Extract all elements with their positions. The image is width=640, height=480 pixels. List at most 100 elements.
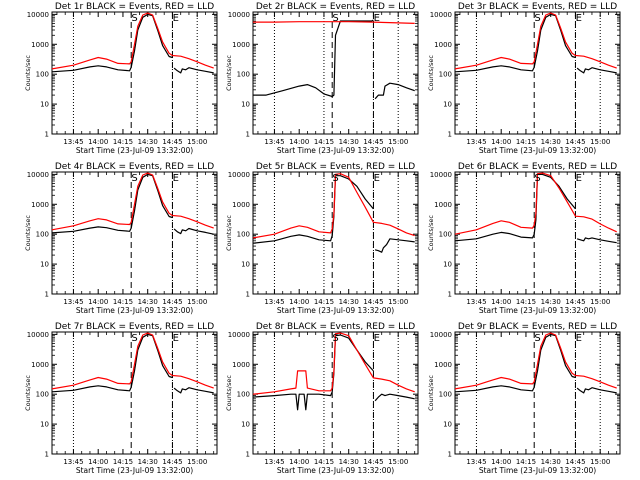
panel-3-x-tick-label: 14:00: [491, 138, 511, 146]
panel-1-lld-series-line: [51, 12, 214, 70]
panel-4-lld-series-line: [51, 172, 214, 231]
panel-7-y-tick-label: 10: [40, 421, 49, 429]
panel-1-y-tick-label: 100: [36, 71, 49, 79]
panel-6-x-tick-label: 14:00: [491, 298, 511, 306]
panel-1-y-tick-label: 1000: [31, 41, 49, 49]
panel-4-x-tick-label: 15:00: [187, 298, 207, 306]
panel-7-x-axis-label: Start Time (23-Jul-09 13:32:00): [76, 466, 193, 475]
panel-7-marker-e: E: [173, 333, 179, 344]
panel-3-x-tick-label: 14:45: [565, 138, 585, 146]
panel-8-x-tick-label: 15:00: [388, 458, 408, 466]
panel-1-x-tick-label: 13:45: [63, 138, 83, 146]
panel-1-events-series-line: [51, 13, 173, 73]
panel-3-y-tick-label: 1: [448, 131, 452, 139]
panel-8-lld-series-line: [252, 332, 415, 395]
panel-7-y-tick-label: 10000: [27, 331, 49, 339]
panel-4-marker-s: S: [131, 173, 137, 184]
panel-4-y-axis-label: Counts/sec: [24, 215, 32, 251]
panel-8-x-tick-label: 14:30: [339, 458, 359, 466]
panel-6-x-tick-label: 13:45: [466, 298, 486, 306]
panel-4-x-tick-label: 14:00: [88, 298, 108, 306]
panel-2-y-tick-label: 10: [241, 101, 250, 109]
panel-7-events-series-line: [51, 333, 173, 393]
panel-5-y-tick-label: 1: [246, 291, 250, 299]
panel-2-y-tick-label: 1000: [232, 41, 250, 49]
panel-2-plot-frame: [252, 11, 419, 135]
panel-3-x-axis-label: Start Time (23-Jul-09 13:32:00): [479, 146, 596, 155]
panel-3-marker-e: E: [576, 13, 582, 24]
panel-9-y-tick-label: 1: [448, 451, 452, 459]
panel-1-marker-e: E: [173, 13, 179, 24]
panel-8-y-axis-label: Counts/sec: [225, 375, 233, 411]
panel-6-plot-frame: [454, 171, 621, 295]
panel-9-y-tick-label: 10000: [430, 331, 452, 339]
panel-3-title: Det 3r BLACK = Events, RED = LLD: [458, 2, 617, 12]
panel-5-x-tick-label: 14:00: [289, 298, 309, 306]
panel-1-x-tick-label: 14:00: [88, 138, 108, 146]
panel-4-events-series-line: [173, 227, 214, 235]
panel-8-y-tick-label: 10: [241, 421, 250, 429]
panel-8-marker-e: E: [374, 333, 380, 344]
panel-7-y-tick-label: 1000: [31, 361, 49, 369]
panel-1-x-tick-label: 14:15: [113, 138, 133, 146]
panel-5-y-tick-label: 10000: [228, 171, 250, 179]
panel-3-y-tick-label: 10: [443, 101, 452, 109]
panel-5-marker-s: S: [332, 173, 338, 184]
panel-4-y-tick-label: 10000: [27, 171, 49, 179]
panel-4-y-tick-label: 1000: [31, 201, 49, 209]
panel-1-x-tick-label: 14:30: [138, 138, 158, 146]
panel-4-events-series-line: [51, 173, 173, 234]
panel-7-x-tick-label: 13:45: [63, 458, 83, 466]
panel-8-y-tick-label: 100: [237, 391, 250, 399]
panel-9-plot-frame: [454, 331, 621, 455]
panel-9-title: Det 9r BLACK = Events, RED = LLD: [458, 322, 617, 332]
panel-9-x-tick-label: 14:30: [541, 458, 561, 466]
panel-6-y-tick-label: 1: [448, 291, 452, 299]
panel-4-x-tick-label: 14:30: [138, 298, 158, 306]
panel-2-lld-series-line: [253, 21, 415, 24]
panel-3-y-tick-label: 100: [439, 71, 452, 79]
panel-5-x-tick-label: 15:00: [388, 298, 408, 306]
panel-2-y-tick-label: 10000: [228, 11, 250, 19]
panel-2-title: Det 2r BLACK = Events, RED = LLD: [256, 2, 415, 12]
panel-4-plot-frame: [51, 171, 218, 295]
panel-3-events-series-line: [454, 13, 576, 73]
panel-6-y-tick-label: 10: [443, 261, 452, 269]
panel-9-y-tick-label: 1000: [434, 361, 452, 369]
panel-8-x-tick-label: 14:00: [289, 458, 309, 466]
panel-6-x-tick-label: 14:45: [565, 298, 585, 306]
panel-6-y-tick-label: 10000: [430, 171, 452, 179]
panel-9-x-axis-label: Start Time (23-Jul-09 13:32:00): [479, 466, 596, 475]
panel-8-x-axis-label: Start Time (23-Jul-09 13:32:00): [277, 466, 394, 475]
panel-6-y-tick-label: 1000: [434, 201, 452, 209]
panel-2-y-axis-label: Counts/sec: [225, 55, 233, 91]
panel-6-x-tick-label: 14:30: [541, 298, 561, 306]
panel-5-x-tick-label: 14:30: [339, 298, 359, 306]
panel-4-y-tick-label: 1: [45, 291, 49, 299]
panel-5-x-tick-label: 13:45: [264, 298, 284, 306]
panel-3-plot-frame: [454, 11, 621, 135]
panel-6-y-tick-label: 100: [439, 231, 452, 239]
panel-2-x-tick-label: 14:00: [289, 138, 309, 146]
panel-6-x-tick-label: 15:00: [590, 298, 610, 306]
panel-1-y-tick-label: 10: [40, 101, 49, 109]
panel-7-x-tick-label: 14:00: [88, 458, 108, 466]
panel-4-marker-e: E: [173, 173, 179, 184]
panel-5-lld-series-line: [252, 173, 415, 239]
panel-8-x-tick-label: 14:45: [363, 458, 383, 466]
panel-1-x-tick-label: 14:45: [162, 138, 182, 146]
panel-7-x-tick-label: 15:00: [187, 458, 207, 466]
panel-8-plot-frame: [252, 331, 419, 455]
panel-2-x-tick-label: 13:45: [264, 138, 284, 146]
panel-2-events-series-line: [253, 19, 374, 98]
panel-1-y-axis-label: Counts/sec: [24, 55, 32, 91]
panel-8-x-tick-label: 13:45: [264, 458, 284, 466]
panel-2-x-tick-label: 14:15: [314, 138, 334, 146]
panel-6-x-axis-label: Start Time (23-Jul-09 13:32:00): [479, 306, 596, 315]
panel-1-marker-s: S: [131, 13, 137, 24]
panel-8-y-tick-label: 1000: [232, 361, 250, 369]
panel-6-events-series-line: [576, 237, 617, 244]
panel-6-marker-e: E: [576, 173, 582, 184]
panel-1-x-tick-label: 15:00: [187, 138, 207, 146]
panel-7-x-tick-label: 14:45: [162, 458, 182, 466]
